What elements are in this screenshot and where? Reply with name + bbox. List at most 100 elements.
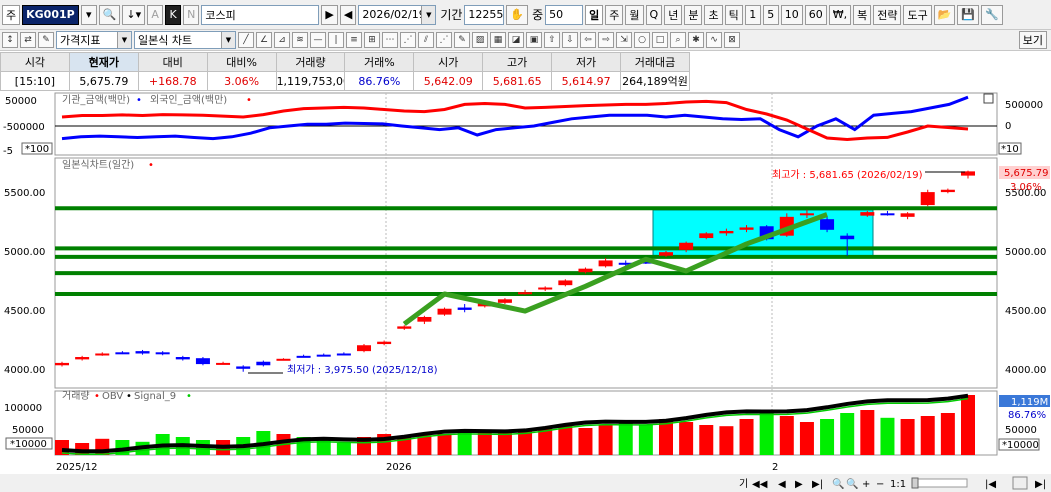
scroll-left-icon[interactable]: ◀	[778, 479, 786, 490]
up-down-arrow-icon[interactable]: ↕	[2, 32, 18, 48]
candle-body[interactable]	[457, 307, 472, 310]
volume-bar[interactable]	[437, 434, 452, 455]
drawing-tool-icon[interactable]: ⊞	[364, 32, 380, 48]
candle-body[interactable]	[316, 354, 331, 357]
candle-body[interactable]	[437, 308, 452, 315]
foreign-flow-line[interactable]	[61, 99, 969, 142]
price-indicator-dropdown-icon[interactable]: ▼	[117, 32, 131, 48]
candle-body[interactable]	[236, 366, 251, 369]
hand-icon[interactable]: ✋	[506, 4, 529, 25]
timeframe-button[interactable]: 월	[625, 4, 644, 25]
price-indicator-select[interactable]: 가격지표 ▼	[56, 31, 132, 49]
play-icon[interactable]: ▶	[321, 4, 338, 25]
count-input[interactable]: 50	[545, 4, 584, 25]
view-button[interactable]: 보기	[1018, 31, 1047, 49]
volume-bar[interactable]	[940, 413, 955, 455]
candle-body[interactable]	[659, 252, 673, 256]
mode-select[interactable]: 주	[2, 4, 21, 25]
drawing-tool-icon[interactable]: ⇦	[580, 32, 596, 48]
page-last-icon[interactable]: ▶|	[1035, 479, 1046, 490]
candle-body[interactable]	[518, 292, 533, 295]
flow-panel[interactable]	[61, 95, 969, 142]
candle-body[interactable]	[115, 352, 130, 355]
candle-body[interactable]	[940, 189, 955, 193]
drawing-tool-icon[interactable]: ▨	[472, 32, 488, 48]
candle-body[interactable]	[578, 268, 593, 273]
window-icon[interactable]	[1012, 476, 1028, 490]
candle-body[interactable]	[799, 213, 814, 216]
volume-bar[interactable]	[497, 432, 512, 455]
volume-bar[interactable]	[699, 425, 714, 455]
volume-bar[interactable]	[779, 416, 794, 455]
drawing-tool-icon[interactable]: ◪	[508, 32, 524, 48]
volume-bar[interactable]	[618, 422, 633, 455]
volume-bar[interactable]	[397, 437, 412, 455]
volume-bar[interactable]	[799, 422, 814, 455]
strategy-button[interactable]: 전략	[873, 4, 902, 25]
candle-body[interactable]	[417, 316, 432, 322]
volume-bar[interactable]	[598, 425, 613, 455]
scroll-left-fast-icon[interactable]: ◀◀	[752, 479, 768, 490]
candle-body[interactable]	[296, 355, 311, 358]
date-dropdown-icon[interactable]: ▼	[421, 5, 436, 24]
drawing-tool-icon[interactable]: □	[652, 32, 668, 48]
candle-body[interactable]	[880, 213, 895, 216]
edit-icon[interactable]: ✎	[38, 32, 54, 48]
volume-bar[interactable]	[336, 443, 351, 455]
complex-button[interactable]: 복	[853, 4, 872, 25]
candle-body[interactable]	[961, 171, 975, 176]
search-icon[interactable]: 🔍	[98, 4, 121, 25]
candlestick-series[interactable]	[55, 170, 975, 372]
volume-bar[interactable]	[417, 435, 432, 455]
code-input[interactable]: KG001P	[22, 4, 79, 25]
candle-body[interactable]	[860, 212, 875, 216]
volume-bar[interactable]	[840, 413, 855, 455]
drawing-tool-icon[interactable]: ∠	[256, 32, 272, 48]
timeframe-button[interactable]: 틱	[724, 4, 743, 25]
minus-icon[interactable]: −	[876, 479, 884, 490]
drawing-tool-icon[interactable]: ⋰	[436, 32, 452, 48]
zoom-in-icon[interactable]: 🔍	[846, 477, 858, 490]
volume-bar[interactable]	[719, 426, 734, 455]
candle-body[interactable]	[820, 219, 835, 230]
rewind-icon[interactable]: ◀	[339, 4, 357, 25]
wrench-icon[interactable]: 🔧	[981, 4, 1003, 25]
drawing-tool-icon[interactable]: ⫽	[418, 32, 434, 48]
flow-expand-icon[interactable]	[983, 93, 994, 104]
plus-icon[interactable]: +	[862, 479, 870, 490]
timeframe-button[interactable]: Q	[645, 4, 663, 25]
tools-button[interactable]: 도구	[903, 4, 932, 25]
candle-body[interactable]	[558, 280, 573, 286]
chart-type-select[interactable]: 일본식 차트 ▼	[134, 31, 236, 49]
drawing-tool-icon[interactable]: ✎	[454, 32, 470, 48]
letter-a-button[interactable]: A	[147, 4, 164, 25]
chart-canvas[interactable]: 기관_금액(백만) • 외국인_금액(백만) • 50000 -500000 -…	[0, 92, 1051, 492]
candle-body[interactable]	[900, 213, 915, 217]
candle-body[interactable]	[538, 287, 553, 290]
candle-body[interactable]	[840, 235, 855, 240]
candle-body[interactable]	[276, 358, 291, 361]
candle-body[interactable]	[195, 358, 210, 365]
folder-icon[interactable]: 📂	[933, 4, 956, 25]
candle-body[interactable]	[357, 345, 371, 352]
candle-body[interactable]	[397, 326, 412, 329]
volume-bar[interactable]	[518, 431, 533, 455]
candle-body[interactable]	[377, 341, 392, 345]
timeframe-button[interactable]: 5	[762, 4, 779, 25]
drawing-tool-icon[interactable]: ∿	[706, 32, 722, 48]
drawing-tool-icon[interactable]: ≡	[346, 32, 362, 48]
drawing-tool-icon[interactable]: ✱	[688, 32, 704, 48]
drawing-tool-icon[interactable]: ⊿	[274, 32, 290, 48]
drawing-tool-icon[interactable]: ⇲	[616, 32, 632, 48]
candle-body[interactable]	[216, 362, 231, 365]
chart-type-dropdown-icon[interactable]: ▼	[221, 32, 235, 48]
drawing-tool-icon[interactable]: ⇩	[562, 32, 578, 48]
drawing-tool-icon[interactable]: ⇨	[598, 32, 614, 48]
won-button[interactable]: ₩,	[828, 4, 852, 25]
volume-bar[interactable]	[920, 416, 935, 455]
volume-bar[interactable]	[759, 413, 774, 455]
volume-bar[interactable]	[558, 425, 573, 455]
page-first-icon[interactable]: |◀	[985, 479, 996, 490]
timeframe-button[interactable]: 60	[804, 4, 827, 25]
drawing-tool-icon[interactable]: ⇧	[544, 32, 560, 48]
